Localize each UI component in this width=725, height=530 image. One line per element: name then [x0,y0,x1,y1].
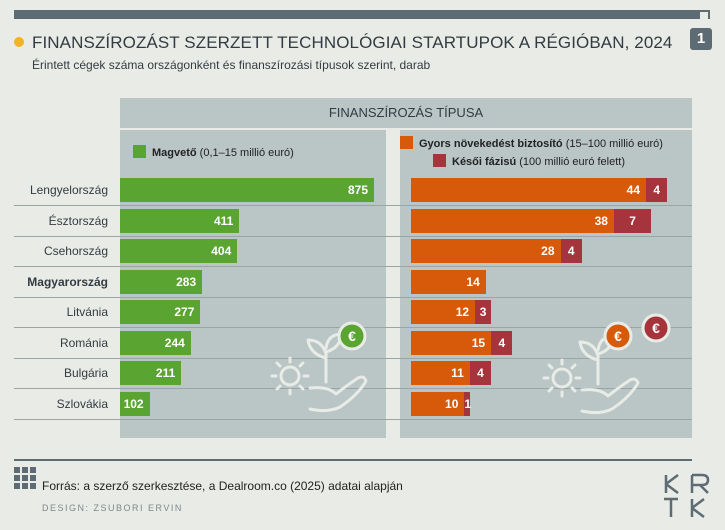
seed-bar [120,361,182,385]
hand-plant-gear-icon: € [270,321,368,413]
top-bar-corner [700,10,710,19]
seed-bar [120,208,240,233]
chart-subtitle: Érintett cégek száma országonként és fin… [32,58,431,72]
country-label: Románia [59,335,108,350]
seed-value-label: 875 [347,183,368,197]
legend-seed: Magvető (0,1–15 millió euró) [133,145,294,159]
footer-line [14,459,692,461]
late-bar [613,208,652,233]
growth-value-label: 28 [541,244,555,258]
legend-seed-rest: (0,1–15 millió euró) [196,147,294,159]
legend-growth-bold: Gyors növekedést biztosító [419,138,563,150]
legend-seed-bold: Magvető [152,147,197,159]
legend-late-bold: Késői fázisú [452,156,517,168]
seed-value-label: 211 [155,366,176,380]
growth-bar [411,300,476,324]
legend-growth-swatch [400,136,413,149]
seed-bar [120,330,191,355]
country-label: Szlovákia [56,396,108,411]
late-bar [469,361,492,385]
row-separator [14,357,692,359]
funding-type-header: FINANSZÍROZÁS TÍPUSA [120,98,692,128]
late-value-label: 4 [498,335,506,350]
growth-bar [411,391,465,416]
growth-value-label: 11 [451,366,464,380]
growth-bar [411,330,492,355]
country-label: Bulgária [63,366,108,380]
late-bar [491,330,513,355]
seed-bar [120,300,201,324]
top-bar [14,10,700,19]
row-separator [14,296,692,298]
late-value-label: 4 [567,244,575,258]
country-label: Lengyelország [29,183,108,197]
legend-growth: Gyors növekedést biztosító (15–100 milli… [400,136,663,150]
seed-value-label: 411 [213,213,234,228]
legend-late-rest: (100 millió euró felett) [516,156,626,168]
growth-value-label: 12 [455,305,470,319]
late-value-label: 7 [629,213,636,228]
late-value-label: 3 [479,305,487,319]
svg-text:€: € [614,328,622,344]
growth-value-label: 15 [471,335,486,350]
country-label: Csehország [43,244,108,258]
hand-plant-gear-euro-icon: € € [542,313,671,415]
country-label: Litvánia [66,305,108,319]
row-separator [14,235,692,237]
title-bullet [14,37,24,47]
growth-bar [411,239,561,263]
seed-value-label: 277 [174,305,195,319]
growth-bar [411,269,486,294]
seed-bar [120,178,374,202]
footer-grid-icon [14,467,36,489]
legend-late-swatch [433,154,446,167]
seed-value-label: 283 [176,274,197,289]
growth-bar [411,361,470,385]
chart-title: FINANSZÍROZÁST SZERZETT TECHNOLÓGIAI STA… [32,33,673,52]
legend-growth-rest: (15–100 millió euró) [562,138,663,150]
late-bar [475,300,492,324]
growth-value-label: 14 [466,274,480,289]
seed-bar [120,269,203,294]
svg-text:€: € [348,328,356,344]
late-bar [646,178,668,202]
seed-value-label: 244 [164,335,185,350]
row-separator [14,418,692,420]
growth-value-label: 10 [445,396,459,411]
late-value-label: 4 [653,183,661,197]
seed-bar [120,391,150,416]
late-value-label: 1 [464,396,472,411]
row-separator [14,205,692,206]
design-credit: DESIGN: ZSUBORI ERVIN [42,503,183,513]
row-separator [14,388,692,389]
late-bar [464,391,470,416]
country-label: Magyarország [27,274,108,289]
krtk-logo [664,473,710,518]
growth-value-label: 44 [626,183,640,197]
seed-value-label: 404 [211,244,232,258]
country-label: Észtország [48,213,108,228]
legend-late: Késői fázisú (100 millió euró felett) [433,154,625,168]
late-bar [560,239,582,263]
row-separator [14,266,692,267]
legend-seed-swatch [133,145,146,158]
growth-value-label: 38 [594,213,608,228]
late-value-label: 4 [477,366,484,380]
page-number-badge: 1 [690,28,712,50]
growth-bar [411,178,646,202]
growth-bar [411,208,614,233]
source-note: Forrás: a szerző szerkesztése, a Dealroo… [42,479,403,493]
seed-value-label: 102 [123,396,144,411]
seed-bar [120,239,238,263]
svg-text:€: € [652,320,660,336]
